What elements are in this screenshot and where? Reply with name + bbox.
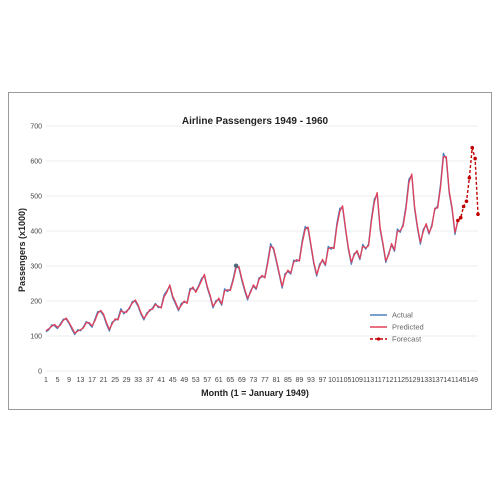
x-tick-label: 49 — [180, 377, 188, 384]
x-tick-label: 69 — [238, 377, 246, 384]
series-layer — [45, 145, 480, 336]
x-tick-label: 37 — [146, 377, 154, 384]
chart-title: Airline Passengers 1949 - 1960 — [182, 116, 329, 127]
y-tick-label: 600 — [30, 159, 42, 166]
x-tick-label: 33 — [134, 377, 142, 384]
y-tick-label: 200 — [30, 299, 42, 306]
x-tick-label: 97 — [319, 377, 327, 384]
legend-label-actual: Actual — [392, 311, 413, 320]
x-tick-label: 117 — [374, 377, 385, 384]
y-tick-labels: 0 100 200 300 400 500 600 700 — [30, 124, 42, 376]
x-tick-label: 9 — [67, 377, 71, 384]
series-line-predicted — [45, 156, 459, 334]
y-tick-label: 100 — [30, 334, 42, 341]
x-tick-label: 89 — [296, 377, 304, 384]
y-axis-title: Passengers (x1000) — [17, 208, 27, 292]
legend: Actual Predicted Forecast — [370, 311, 424, 344]
series-line-forecast — [457, 146, 479, 222]
x-tick-labels: 1 5 9 13 17 21 25 29 33 37 41 45 49 53 57 61 65 69 73 77 81 8… — [44, 377, 478, 384]
y-tick-label: 400 — [30, 229, 42, 236]
forecast-point — [461, 204, 466, 209]
x-tick-label: 105 — [340, 377, 352, 384]
x-tick-label: 113 — [363, 377, 374, 384]
x-tick-label: 141 — [443, 377, 455, 384]
legend-marker — [376, 337, 381, 341]
x-tick-label: 1 — [44, 377, 48, 384]
x-tick-label: 73 — [249, 377, 257, 384]
y-tick-label: 300 — [30, 264, 42, 271]
x-tick-label: 13 — [77, 377, 85, 384]
chart-frame — [8, 92, 492, 410]
x-axis-title: Month (1 = January 1949) — [201, 388, 309, 398]
forecast-point — [456, 218, 460, 223]
x-tick-label: 93 — [307, 377, 315, 384]
x-tick-label: 125 — [397, 377, 409, 384]
forecast-point — [467, 176, 472, 180]
x-tick-label: 149 — [466, 377, 478, 384]
y-tick-label: 500 — [30, 194, 42, 201]
forecast-point — [476, 212, 480, 216]
x-tick-label: 145 — [455, 377, 467, 384]
legend-label-predicted: Predicted — [392, 323, 424, 332]
x-tick-label: 57 — [203, 377, 211, 384]
legend-label-forecast: Forecast — [392, 335, 422, 344]
gridlines — [46, 125, 478, 372]
x-tick-label: 53 — [192, 377, 200, 384]
x-tick-label: 77 — [261, 377, 269, 384]
x-tick-label: 81 — [273, 377, 281, 384]
forecast-point — [458, 215, 463, 220]
x-tick-label: 25 — [111, 377, 119, 384]
x-tick-label: 29 — [123, 377, 131, 384]
x-tick-label: 129 — [409, 377, 421, 384]
x-tick-label: 45 — [169, 377, 177, 384]
x-tick-label: 109 — [351, 377, 363, 384]
x-tick-label: 41 — [157, 377, 165, 384]
x-tick-label: 101 — [328, 377, 340, 384]
x-tick-label: 17 — [88, 377, 96, 384]
x-tick-label: 121 — [386, 377, 398, 384]
forecast-point — [464, 199, 469, 204]
x-tick-label: 21 — [100, 377, 108, 384]
x-tick-label: 85 — [284, 377, 292, 384]
y-tick-label: 0 — [38, 369, 42, 376]
y-tick-label: 700 — [30, 124, 42, 131]
x-tick-label: 5 — [56, 377, 60, 384]
highlight-point — [233, 263, 239, 268]
x-tick-label: 133 — [420, 377, 432, 384]
x-tick-label: 61 — [215, 377, 223, 384]
forecast-point — [473, 156, 477, 161]
forecast-point — [470, 145, 475, 150]
x-tick-label: 65 — [226, 377, 234, 384]
x-tick-label: 137 — [432, 377, 444, 384]
